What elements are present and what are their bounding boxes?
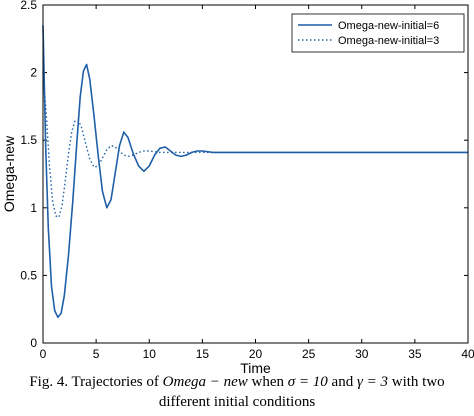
legend-label-1: Omega-new-initial=6 (338, 20, 439, 32)
series-line-1 (42, 25, 468, 319)
y-tick-label: 2.5 (20, 0, 37, 12)
legend-label-2: Omega-new-initial=3 (338, 35, 439, 47)
caption-math-omega: Omega − new (162, 374, 248, 390)
caption-prefix: Fig. 4. Trajectories of (29, 374, 163, 390)
x-tick-label: 0 (40, 347, 47, 361)
plot-frame (42, 4, 469, 344)
legend-box (291, 13, 465, 53)
caption-math-sigma: σ = 10 (287, 374, 328, 390)
caption-suffix: with two (388, 374, 445, 390)
y-axis-label: Omega-new (1, 135, 17, 212)
axis-ticks: 0 5 10 15 20 25 30 35 40 0 0.5 1 1.5 2 2.5 (20, 0, 474, 361)
x-tick-label: 40 (461, 347, 474, 361)
x-axis-label: Time (240, 360, 271, 376)
caption-line-2: different initial conditions (158, 394, 316, 410)
x-tick-label: 30 (355, 347, 369, 361)
x-tick-label: 25 (302, 347, 316, 361)
x-tick-label: 20 (249, 347, 263, 361)
y-tick-label: 1.5 (20, 133, 37, 147)
y-tick-label: 2 (30, 66, 37, 80)
figure-caption: Fig. 4. Trajectories of Omega − new when… (0, 372, 474, 412)
caption-when: when (247, 374, 288, 390)
x-tick-label: 35 (408, 347, 422, 361)
x-tick-label: 5 (93, 347, 100, 361)
caption-line-1: Fig. 4. Trajectories of Omega − new when… (0, 372, 474, 392)
caption-and: and (327, 374, 357, 390)
y-tick-label: 1 (30, 201, 37, 215)
y-tick-label: 0.5 (20, 268, 37, 282)
series-lines (42, 25, 468, 319)
x-tick-label: 10 (143, 347, 157, 361)
y-tick-label: 0 (30, 336, 37, 350)
series-line-2 (42, 72, 468, 218)
x-tick-label: 15 (196, 347, 210, 361)
legend: Omega-new-initial=6 Omega-new-initial=3 (291, 13, 465, 53)
caption-math-gamma: γ = 3 (356, 374, 389, 390)
